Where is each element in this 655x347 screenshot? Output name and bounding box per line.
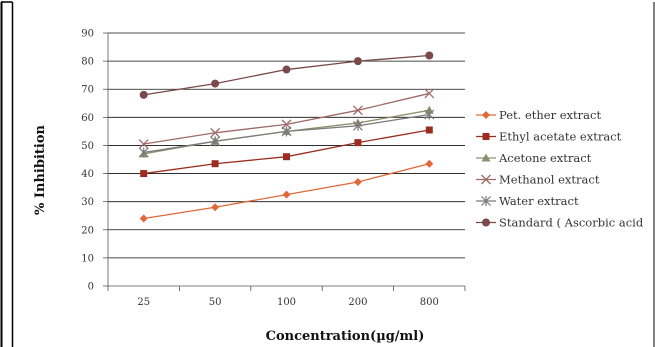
y-tick-label: 20	[81, 225, 94, 236]
legend-item: Ethyl acetate extract	[476, 130, 622, 144]
data-point	[282, 65, 291, 74]
data-point	[425, 159, 434, 168]
legend-label: Water extract	[499, 194, 579, 208]
legend-item: Water extract	[476, 194, 579, 208]
y-tick-label: 50	[81, 141, 94, 152]
data-point	[353, 57, 362, 66]
legend-item: Pet. ether extract	[476, 108, 601, 122]
y-tick-label: 30	[81, 197, 94, 208]
y-tick-label: 10	[81, 253, 94, 264]
data-point	[210, 127, 221, 138]
data-point	[210, 136, 221, 147]
data-point	[283, 153, 290, 161]
legend-label: Methanol extract	[499, 173, 600, 187]
series-1	[140, 126, 433, 178]
series-5	[139, 51, 434, 99]
legend-marker	[481, 153, 491, 162]
data-point	[140, 170, 148, 178]
data-point	[281, 126, 292, 137]
legend-item: Standard ( Ascorbic acid	[476, 216, 644, 230]
data-point	[425, 126, 433, 134]
y-axis-title: % Inhibition	[33, 125, 48, 215]
data-point	[424, 88, 435, 99]
y-tick-label: 80	[81, 57, 94, 68]
legend-label: Pet. ether extract	[499, 108, 601, 122]
data-point	[139, 214, 148, 223]
x-tick-label: 50	[209, 297, 222, 308]
legend-item: Methanol extract	[476, 173, 600, 187]
x-tick-label: 200	[348, 297, 367, 308]
data-point	[211, 203, 220, 212]
data-point	[352, 105, 363, 116]
gridlines	[108, 32, 465, 259]
data-point	[425, 51, 434, 60]
y-tick-label: 60	[81, 113, 94, 124]
data-point	[353, 177, 362, 186]
data-point	[139, 90, 148, 99]
y-tick-label: 40	[81, 169, 94, 180]
y-tick-label: 70	[81, 85, 94, 96]
legend: Pet. ether extract Ethyl acetate extract A…	[476, 108, 644, 230]
data-point	[282, 190, 291, 199]
legend-item: Acetone extract	[476, 151, 592, 165]
x-tick-label: 800	[420, 297, 439, 308]
data-point	[424, 109, 435, 120]
legend-label: Ethyl acetate extract	[499, 130, 622, 144]
axes: 0 10 20 30 40 50 60 70 80 90 25 50 100 200 800	[81, 29, 466, 308]
legend-label: Standard ( Ascorbic acid	[499, 216, 644, 230]
legend-marker	[481, 174, 491, 185]
data-point	[211, 160, 219, 168]
data-point	[138, 147, 149, 158]
legend-marker	[482, 133, 490, 140]
series-line	[143, 129, 430, 175]
series-4	[138, 109, 435, 158]
data-point	[211, 79, 220, 88]
series-line	[143, 92, 430, 145]
legend-label: Acetone extract	[498, 151, 592, 165]
x-tick-label: 25	[137, 297, 150, 308]
y-tick-label: 0	[88, 282, 94, 293]
series-0	[139, 159, 434, 223]
data-point	[281, 119, 292, 130]
x-axis-title: Concentration(µg/ml)	[266, 329, 425, 344]
legend-marker	[481, 196, 491, 206]
legend-marker	[482, 218, 490, 227]
series-layer	[138, 51, 435, 223]
x-tick-label: 100	[277, 297, 296, 308]
series-3	[138, 88, 435, 149]
data-point	[352, 120, 363, 131]
data-point	[138, 139, 149, 149]
data-point	[354, 139, 362, 147]
legend-marker	[482, 111, 490, 119]
y-tick-label: 90	[81, 29, 94, 40]
